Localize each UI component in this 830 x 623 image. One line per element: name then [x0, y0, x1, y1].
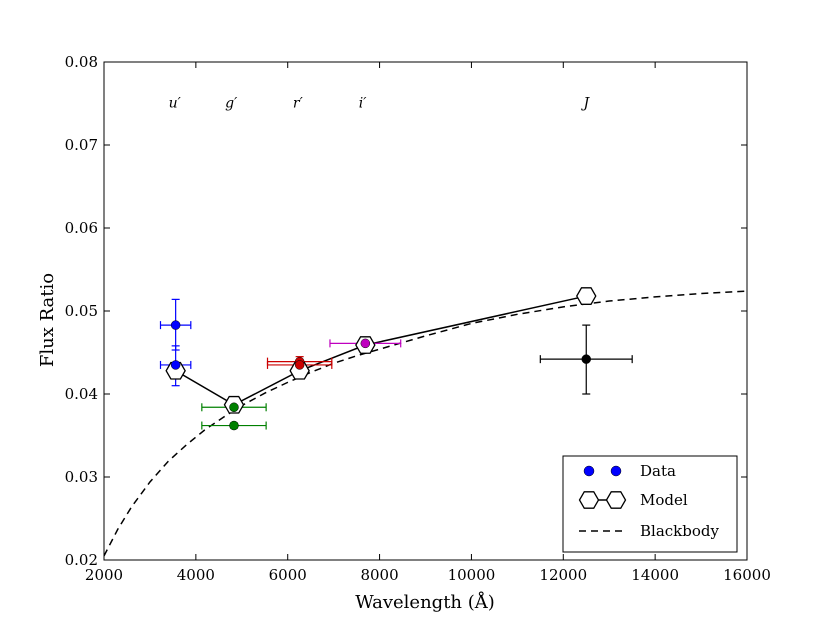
x-tick-label: 4000	[177, 566, 215, 584]
y-tick-label: 0.05	[65, 302, 98, 320]
data-point-marker	[229, 402, 239, 413]
legend: Data Model Blackbody	[562, 455, 738, 553]
band-label: i′	[359, 96, 367, 112]
y-tick-label: 0.04	[65, 385, 98, 403]
model-hexagon-marker	[289, 361, 310, 380]
legend-label-data: Data	[640, 462, 676, 480]
y-tick-label: 0.07	[65, 136, 98, 154]
data-point-marker	[581, 354, 591, 364]
x-tick-label: 8000	[360, 566, 398, 584]
legend-data-marker	[583, 465, 595, 477]
legend-label-model: Model	[640, 491, 688, 509]
plot-area: u′ g′ r′ i′ J	[104, 96, 747, 557]
data-point-marker	[170, 320, 181, 330]
legend-data-marker	[610, 465, 622, 477]
data-point-marker	[170, 360, 181, 370]
x-tick-label: 16000	[723, 566, 771, 584]
band-label: J	[580, 96, 590, 112]
x-axis-label: Wavelength (Å)	[355, 591, 495, 613]
band-label: g′	[225, 96, 238, 112]
data-point-marker	[229, 420, 239, 431]
x-tick-label: 14000	[631, 566, 679, 584]
legend-label-blackbody: Blackbody	[640, 522, 719, 540]
model-line	[175, 295, 587, 406]
x-tick-label: 12000	[539, 566, 587, 584]
model-hexagon-marker	[575, 287, 597, 305]
y-tick-label: 0.03	[65, 468, 98, 486]
axis-ticks: 2000 4000 6000 8000 10000 12000 14000 16000 0.02…	[65, 53, 771, 584]
legend-model-hexagon	[605, 491, 627, 509]
y-tick-label: 0.06	[65, 219, 98, 237]
x-tick-label: 2000	[85, 566, 123, 584]
y-axis-label: Flux Ratio	[37, 273, 58, 367]
band-label: r′	[293, 96, 304, 112]
x-tick-label: 6000	[269, 566, 307, 584]
y-tick-label: 0.08	[65, 53, 98, 71]
legend-model-hexagon	[578, 491, 600, 509]
band-label: u′	[169, 96, 182, 112]
x-tick-label: 10000	[448, 566, 496, 584]
y-tick-label: 0.02	[65, 551, 98, 569]
data-point-marker	[360, 338, 371, 349]
data-point-marker	[294, 360, 305, 370]
model-hexagon-marker	[165, 361, 186, 380]
